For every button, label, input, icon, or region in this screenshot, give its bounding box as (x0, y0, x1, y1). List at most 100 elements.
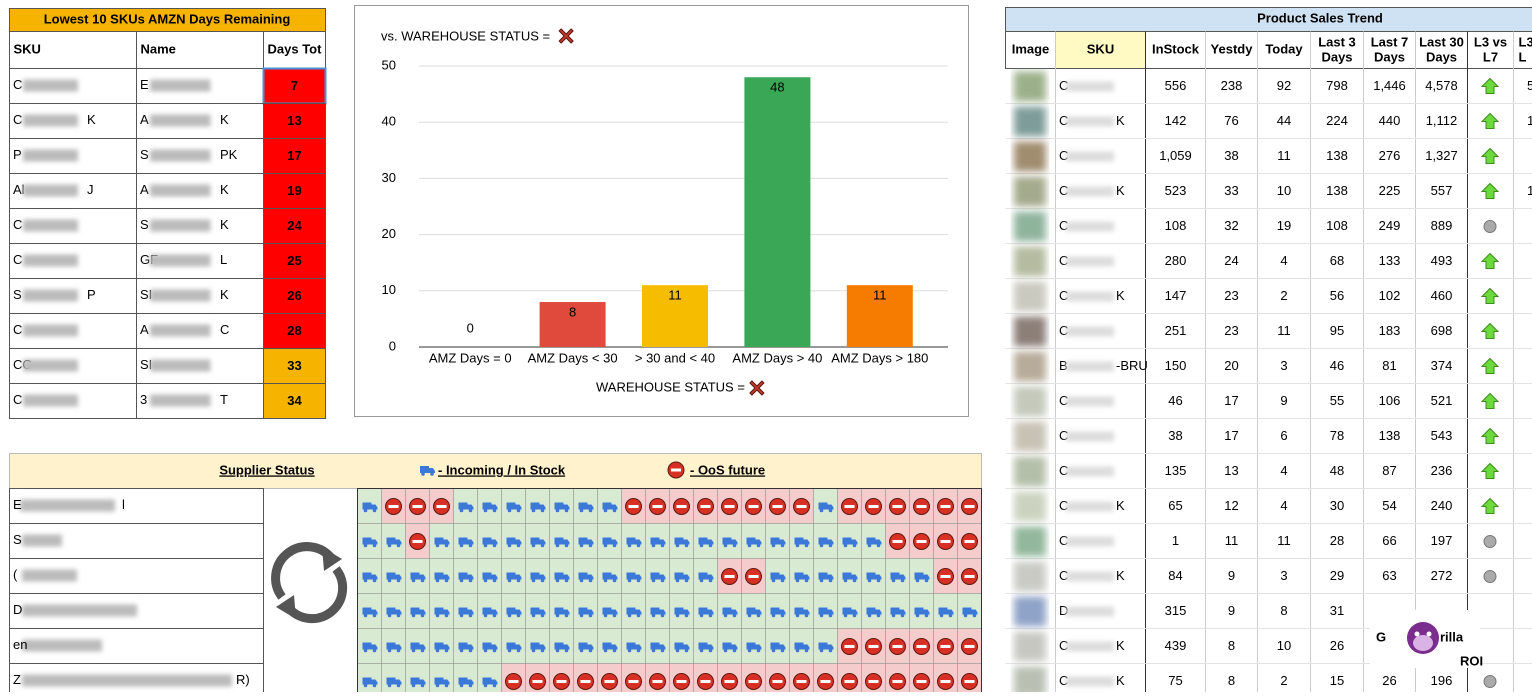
truck-wheel (580, 579, 584, 583)
column-header: Days (1321, 49, 1352, 64)
truck-wheel (724, 649, 728, 653)
blurred-text (1066, 677, 1114, 687)
truck-wheel (628, 544, 632, 548)
truck-wheel (436, 614, 440, 618)
data-label: 0 (467, 320, 474, 335)
oos-bar (821, 680, 831, 683)
truck-wheel (772, 649, 776, 653)
truck-wheel (781, 579, 785, 583)
truck-wheel (484, 684, 488, 688)
sku-text: K (1116, 113, 1125, 128)
truck-wheel (412, 649, 416, 653)
cell-value: 32 (1224, 218, 1238, 233)
truck-body (531, 608, 540, 615)
cell-value: 9 (1228, 568, 1235, 583)
days-value: 19 (287, 183, 301, 198)
truck-wheel (580, 614, 584, 618)
truck-wheel (532, 649, 536, 653)
truck-body (459, 573, 468, 580)
cell-value: 20 (1224, 358, 1238, 373)
header-link[interactable]: - Incoming / In Stock (438, 462, 566, 477)
truck-body (483, 643, 492, 650)
truck-body (387, 538, 396, 545)
cell-value: 1,059 (1159, 148, 1192, 163)
truck-body (675, 643, 684, 650)
cell-value: 76 (1224, 113, 1238, 128)
header-link[interactable]: - OoS future (690, 462, 765, 477)
y-tick-label: 0 (389, 338, 396, 353)
blurred-text (150, 220, 211, 232)
truck-wheel (604, 544, 608, 548)
cell-value: 9 (1228, 603, 1235, 618)
cell-value: 28 (1330, 533, 1344, 548)
truck-wheel (493, 579, 497, 583)
product-image (1014, 282, 1046, 312)
truck-wheel (805, 649, 809, 653)
x-axis-label: WAREHOUSE STATUS = (596, 379, 745, 394)
cell-value: 138 (1326, 183, 1348, 198)
logo-text: rilla (1440, 629, 1464, 644)
truck-wheel (373, 684, 377, 688)
oos-bar (413, 540, 423, 543)
cell-value: 46 (1330, 358, 1344, 373)
truck-body (387, 643, 396, 650)
cell-text: S (140, 217, 149, 232)
truck-wheel (364, 509, 368, 513)
truck-wheel (589, 544, 593, 548)
cell-value: 272 (1431, 568, 1453, 583)
days-value: 7 (291, 78, 298, 93)
truck-wheel (661, 614, 665, 618)
cell-value: 1,327 (1425, 148, 1458, 163)
cell-text: C (13, 252, 22, 267)
oos-bar (557, 680, 567, 683)
truck-body (723, 643, 732, 650)
cell-value: 29 (1330, 568, 1344, 583)
cell-value: 240 (1431, 498, 1453, 513)
blurred-text (150, 185, 211, 197)
trend-flat-icon (1484, 676, 1496, 688)
cell-value: 95 (1330, 323, 1344, 338)
oos-bar (749, 575, 759, 578)
cell-value: 8 (1280, 603, 1287, 618)
logo-text: G (1376, 629, 1386, 644)
oos-bar (629, 680, 639, 683)
truck-wheel (412, 579, 416, 583)
truck-wheel (397, 649, 401, 653)
truck-wheel (556, 509, 560, 513)
truck-wheel (436, 649, 440, 653)
truck-body (483, 678, 492, 685)
truck-body (555, 608, 564, 615)
truck-body (891, 608, 900, 615)
header-link[interactable]: Supplier Status (219, 462, 314, 477)
truck-wheel (652, 614, 656, 618)
blurred-text (1066, 572, 1114, 582)
truck-body (555, 538, 564, 545)
sku-text: K (1116, 568, 1125, 583)
oos-bar (893, 645, 903, 648)
truck-wheel (460, 614, 464, 618)
cell-value: 460 (1431, 288, 1453, 303)
blurred-text (23, 185, 78, 197)
days-value: 33 (287, 358, 301, 373)
blurred-text (22, 570, 77, 582)
trend-flat-icon (1484, 571, 1496, 583)
product-image (1014, 597, 1046, 627)
truck-wheel (580, 509, 584, 513)
truck-wheel (364, 579, 368, 583)
cell-value: 87 (1382, 463, 1396, 478)
truck-body (627, 643, 636, 650)
cell-value: 225 (1379, 183, 1401, 198)
cell-value: 46 (1168, 393, 1182, 408)
oos-bar (701, 505, 711, 508)
truck-wheel (724, 544, 728, 548)
oos-bar (941, 680, 951, 683)
truck-wheel (637, 649, 641, 653)
truck-wheel (445, 614, 449, 618)
blurred-text (1066, 537, 1114, 547)
cell-value: 557 (1431, 183, 1453, 198)
truck-wheel (532, 579, 536, 583)
product-image (1014, 562, 1046, 592)
cell-value: 280 (1165, 253, 1187, 268)
oos-bar (917, 505, 927, 508)
truck-wheel (820, 649, 824, 653)
